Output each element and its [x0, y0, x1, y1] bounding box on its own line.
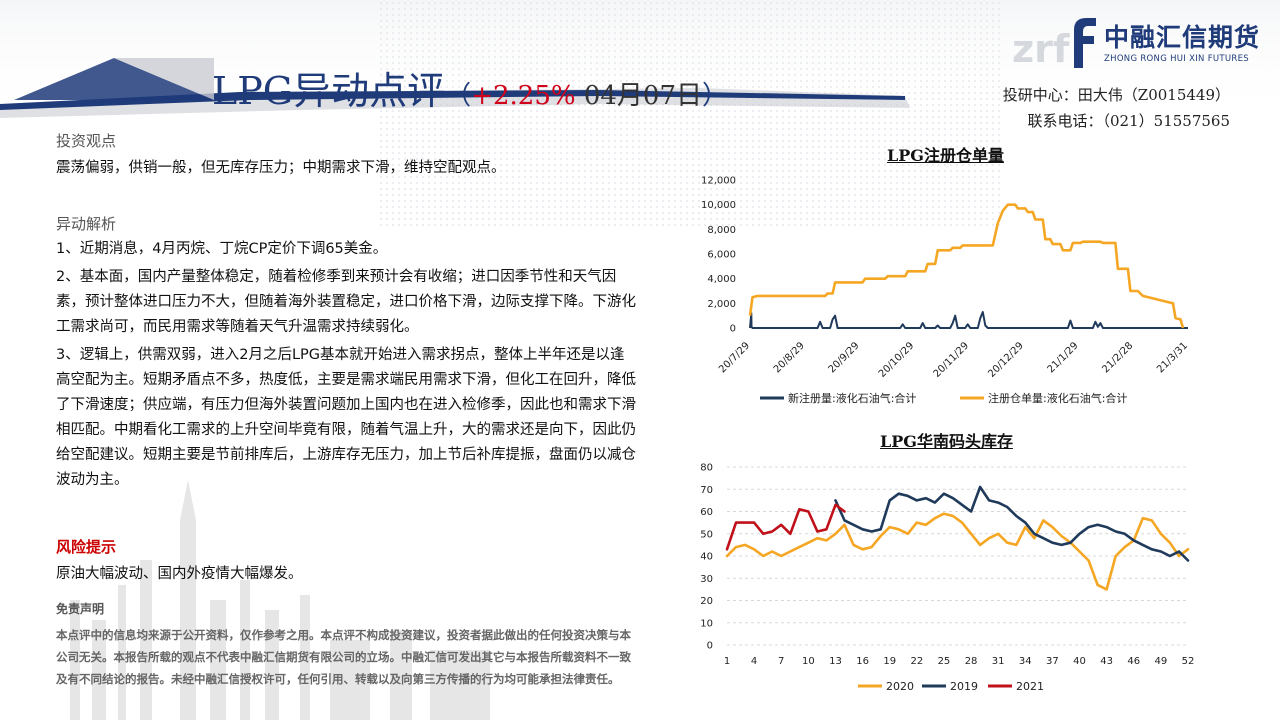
chart1-ytick: 2,000 [707, 299, 736, 310]
disclaimer-title: 免责声明 [56, 602, 105, 616]
chart2-ytick: 10 [700, 618, 713, 629]
chart2-xtick: 46 [1127, 656, 1140, 667]
chart2-xtick: 1 [724, 656, 730, 667]
company-logo: zrf 中融汇信期货 ZHONG RONG HUI XIN FUTURES [1012, 12, 1268, 72]
chart1-xtick: 20/10/29 [877, 340, 917, 380]
analysis-item-3: 3、逻辑上，供需双弱，进入2月之后LPG基本就开始进入需求拐点，整体上半年还是以… [56, 347, 636, 488]
chart-south-china-inventory: 80 70 60 50 40 30 20 10 01 4 7 10 13 16 19 22 25 28 31 34 37… [700, 463, 1195, 694]
analysis-item-2: 2、基本面，国内产量整体稳定，随着检修季到来预计会有收缩；进口因季节性和天气因素… [56, 269, 636, 335]
chart1-xtick: 21/2/28 [1100, 340, 1135, 375]
chart2-ytick: 30 [700, 574, 713, 585]
header-triangle [14, 58, 214, 100]
risk-label: 风险提示 [56, 538, 117, 556]
chart2-xtick: 10 [802, 656, 815, 667]
chart2-xtick: 34 [1019, 656, 1032, 667]
view-text: 震荡偏弱，供销一般，但无库存压力；中期需求下滑，维持空配观点。 [56, 160, 506, 176]
title-main: LPG异动点评 [212, 69, 446, 113]
chart1-xtick: 20/12/29 [986, 340, 1026, 380]
view-label: 投资观点 [56, 132, 117, 150]
logo-name-cn: 中融汇信期货 [1104, 23, 1261, 52]
chart1-xtick: 21/1/29 [1046, 340, 1081, 375]
chart1-ytick: 10,000 [701, 200, 736, 211]
chart2-legend-label: 2020 [886, 680, 914, 693]
chart1-legend-label: 新注册量:液化石油气:合计 [788, 391, 916, 405]
chart1-series-line [749, 311, 1188, 329]
chart2-series-line [725, 512, 1190, 591]
chart2-xtick: 13 [829, 656, 842, 667]
chart2-xtick: 4 [751, 656, 757, 667]
chart1-ytick: 0 [730, 324, 736, 335]
chart1-xtick: 21/3/31 [1155, 340, 1190, 375]
chart-warehouse-receipts: 12,000 10,000 8,000 6,000 4,000 2,000 0 20/7/29… [701, 176, 1190, 406]
contact-analyst: 投研中心：田大伟（Z0015449） [1002, 86, 1230, 104]
chart2-legend-label: 2021 [1016, 680, 1044, 693]
chart2-xtick: 37 [1046, 656, 1059, 667]
chart2-xtick: 31 [992, 656, 1005, 667]
chart2-ytick: 60 [700, 507, 713, 518]
chart2-xtick: 19 [883, 656, 896, 667]
chart2-ytick: 20 [700, 596, 713, 607]
chart2-title: LPG华南码头库存 [880, 432, 1013, 451]
chart2-xtick: 7 [778, 656, 784, 667]
logo-mark: zrf [1012, 18, 1096, 71]
chart1-ytick: 4,000 [707, 274, 736, 285]
contact-phone: 联系电话：（021）51557565 [1027, 112, 1230, 130]
chart2-ytick: 50 [700, 529, 713, 540]
chart2-xtick: 49 [1155, 656, 1168, 667]
chart1-ytick: 6,000 [707, 250, 736, 261]
title-paren-close: ） [702, 81, 729, 111]
city-skyline [70, 480, 490, 720]
chart2-xtick: 43 [1100, 656, 1113, 667]
chart2-ytick: 40 [700, 552, 713, 563]
chart2-ytick: 80 [700, 463, 713, 474]
logo-watermark: zrf [1012, 27, 1070, 71]
chart2-xtick: 28 [965, 656, 978, 667]
analysis-label: 异动解析 [56, 215, 117, 233]
chart1-ytick: 12,000 [701, 176, 736, 187]
chart1-title: LPG注册仓单量 [887, 146, 1004, 165]
chart2-xtick: 40 [1073, 656, 1086, 667]
chart1-xtick: 20/11/29 [932, 340, 972, 380]
chart2-xtick: 25 [938, 656, 951, 667]
risk-text: 原油大幅波动、国内外疫情大幅爆发。 [56, 566, 303, 582]
title-date: 04月07日 [575, 81, 703, 111]
chart2-legend-label: 2019 [950, 680, 978, 693]
title-paren-open: （ [445, 81, 472, 111]
chart2-xtick: 16 [856, 656, 869, 667]
chart2-series-line [725, 503, 846, 551]
logo-name-en: ZHONG RONG HUI XIN FUTURES [1104, 54, 1250, 64]
chart2-series-line [834, 485, 1190, 562]
disclaimer-text: 本点评中的信息均来源于公开资料，仅作参考之用。本点评不构成投资建议，投资者据此做… [56, 628, 631, 686]
chart1-xtick: 20/7/29 [717, 340, 752, 375]
chart2-xtick: 52 [1182, 656, 1195, 667]
page-title: LPG异动点评（+2.25% 04月07日） [212, 60, 728, 115]
chart1-series-line [748, 203, 1185, 329]
chart2-ytick: 70 [700, 485, 713, 496]
chart1-legend-label: 注册仓单量:液化石油气:合计 [988, 391, 1127, 405]
chart1-xtick: 20/9/29 [827, 340, 862, 375]
pct-change: +2.25% [471, 81, 576, 111]
chart2-ytick: 0 [707, 641, 713, 652]
chart2-xtick: 22 [910, 656, 923, 667]
analysis-item-1: 1、近期消息，4月丙烷、丁烷CP定价下调65美金。 [56, 241, 388, 257]
chart1-ytick: 8,000 [707, 225, 736, 236]
chart1-xtick: 20/8/29 [772, 340, 807, 375]
